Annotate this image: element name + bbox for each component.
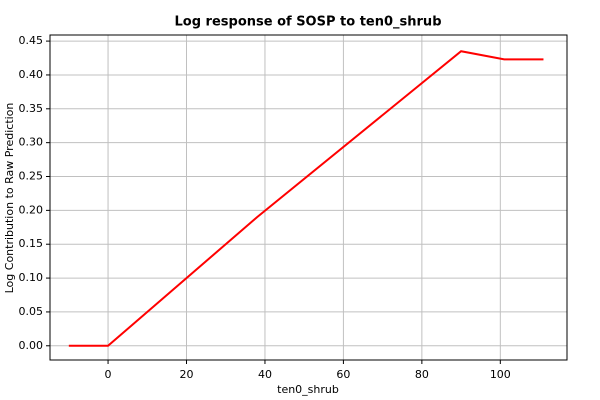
x-tick-label: 0 [105, 368, 112, 381]
y-tick-label: 0.45 [19, 34, 44, 47]
chart-title: Log response of SOSP to ten0_shrub [175, 15, 442, 30]
y-tick-label: 0.25 [19, 170, 44, 183]
x-tick-label: 60 [336, 368, 350, 381]
x-tick-label: 20 [180, 368, 194, 381]
y-tick-label: 0.00 [19, 339, 44, 352]
x-tick-label: 80 [415, 368, 429, 381]
y-tick-label: 0.05 [19, 305, 44, 318]
plot-frame [49, 34, 568, 361]
y-tick-label: 0.20 [19, 203, 44, 216]
data-line [68, 50, 544, 347]
y-tick-label: 0.30 [19, 136, 44, 149]
x-axis-label: ten0_shrub [277, 383, 339, 396]
y-tick-label: 0.40 [19, 68, 44, 81]
y-tick-label: 0.10 [19, 271, 44, 284]
x-tick-label: 100 [490, 368, 511, 381]
x-tick-label: 40 [258, 368, 272, 381]
y-tick-label: 0.15 [19, 237, 44, 250]
y-tick-label: 0.35 [19, 102, 44, 115]
y-axis-label: Log Contribution to Raw Prediction [3, 103, 16, 294]
